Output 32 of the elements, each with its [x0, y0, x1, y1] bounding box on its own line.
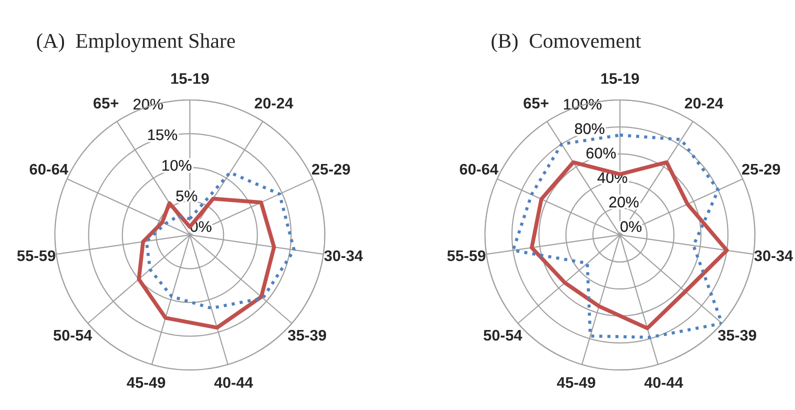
spoke-label: 65+	[94, 98, 118, 109]
y-tick-label: 10%	[162, 160, 192, 171]
y-tick-label: 100%	[564, 98, 602, 110]
spoke-label: 60-64	[460, 164, 498, 175]
y-tick-label: 5%	[176, 190, 198, 202]
spoke-label: 35-39	[288, 330, 326, 341]
spoke-label: 15-19	[171, 73, 209, 84]
spoke-label: 50-54	[484, 330, 522, 341]
spoke-label: 45-49	[126, 377, 166, 388]
spoke-label: 65+	[524, 98, 548, 109]
spoke-label: 60-64	[30, 164, 68, 175]
y-tick-label: 80%	[574, 123, 604, 134]
spoke-label: 40-44	[214, 377, 254, 388]
spoke-label: 40-44	[644, 377, 684, 388]
y-tick-label: 0%	[620, 221, 642, 232]
spoke-label: 45-49	[556, 377, 596, 388]
chart-title: (B) Comovement	[492, 33, 642, 52]
spoke-label: 20-24	[684, 98, 724, 109]
spoke-label: 55-59	[447, 250, 486, 262]
spoke-label: 30-34	[324, 250, 363, 262]
spoke-label: 15-19	[601, 73, 639, 84]
y-tick-label: 15%	[148, 129, 178, 140]
y-tick-label: 60%	[586, 148, 616, 159]
spoke-label: 25-29	[312, 164, 350, 175]
y-tick-label: 20%	[609, 196, 639, 208]
spoke-label: 20-24	[254, 98, 294, 109]
spoke-label: 35-39	[718, 330, 756, 341]
spoke-label: 25-29	[742, 164, 780, 175]
chart-title: (A) Employment Share	[36, 33, 235, 52]
spoke-label: 55-59	[17, 250, 56, 262]
spoke-label: 30-34	[754, 250, 793, 262]
spoke-label: 50-54	[54, 330, 92, 341]
